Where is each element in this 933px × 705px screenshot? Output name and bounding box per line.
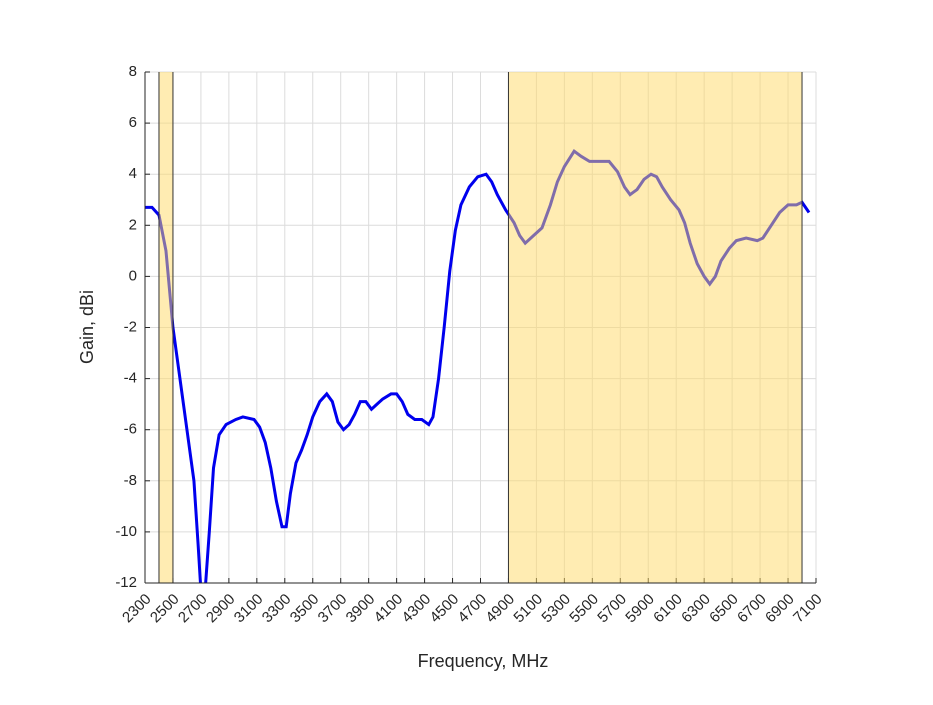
x-tick-label: 4100 (371, 591, 407, 627)
x-tick-label: 6700 (734, 591, 770, 627)
x-tick-label: 2300 (119, 591, 155, 627)
band (508, 72, 803, 583)
y-tick-label: 2 (129, 216, 137, 233)
x-tick-label: 3700 (315, 591, 351, 627)
x-tick-label: 6500 (706, 591, 742, 627)
x-tick-label: 5100 (510, 591, 546, 627)
y-tick-label: -4 (124, 370, 137, 387)
x-tick-label: 5700 (594, 591, 630, 627)
x-tick-label: 4300 (399, 591, 435, 627)
y-tick-label: -8 (124, 472, 137, 489)
y-tick-label: -10 (115, 523, 137, 540)
y-tick-label: 0 (129, 267, 137, 284)
x-tick-label: 3900 (343, 591, 379, 627)
y-tick-label: 6 (129, 114, 137, 131)
band (158, 72, 173, 583)
x-tick-label: 2700 (175, 591, 211, 627)
x-tick-label: 3500 (287, 591, 323, 627)
x-tick-label: 5500 (566, 591, 602, 627)
x-tick-label: 3100 (231, 591, 267, 627)
y-tick-label: 8 (129, 63, 137, 80)
y-tick-label: -6 (124, 421, 137, 438)
x-tick-label: 4900 (482, 591, 518, 627)
y-tick-label: 4 (129, 165, 137, 182)
y-axis-label: Gain, dBi (77, 290, 97, 364)
y-tick-label: -2 (124, 318, 137, 335)
x-tick-label: 5900 (622, 591, 658, 627)
x-tick-label: 6300 (678, 591, 714, 627)
x-axis-label: Frequency, MHz (418, 651, 549, 671)
x-tick-label: 4700 (455, 591, 491, 627)
x-tick-label: 5300 (538, 591, 574, 627)
x-tick-label: 3300 (259, 591, 295, 627)
x-tick-label: 7100 (790, 591, 826, 627)
x-tick-label: 2500 (147, 591, 183, 627)
x-tick-label: 4500 (427, 591, 463, 627)
y-tick-label: -12 (115, 574, 137, 591)
x-tick-label: 6900 (762, 591, 798, 627)
x-tick-label: 2900 (203, 591, 239, 627)
x-tick-label: 6100 (650, 591, 686, 627)
